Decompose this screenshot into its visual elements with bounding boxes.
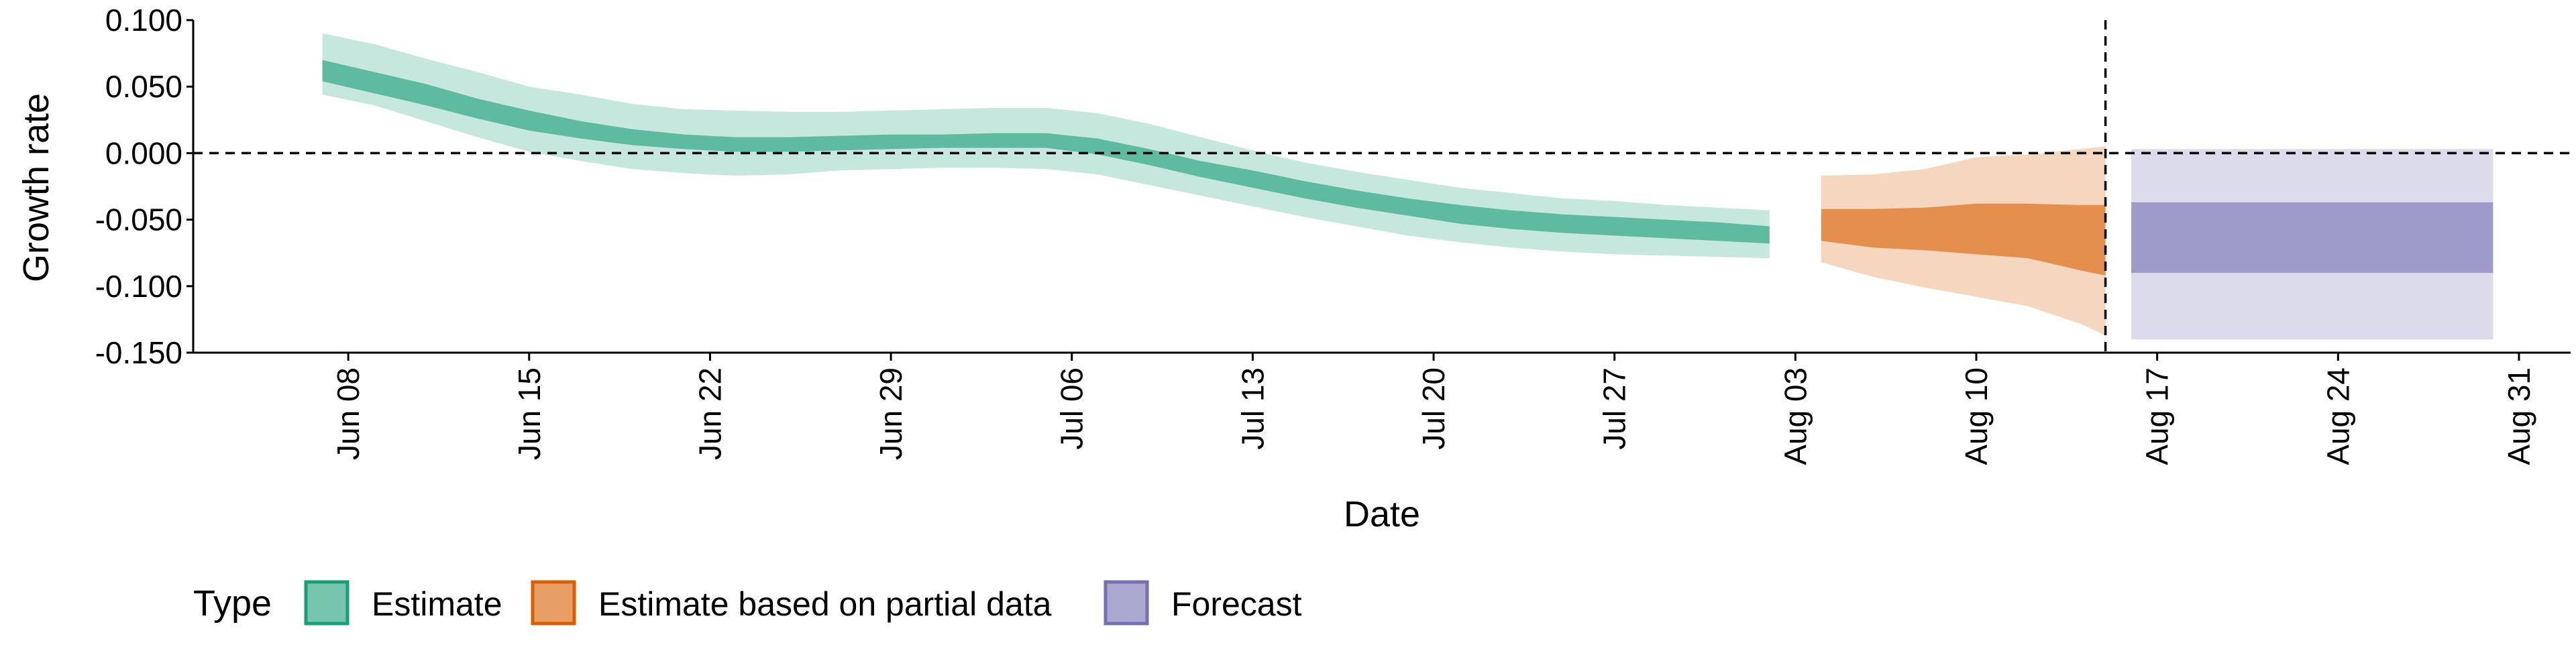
legend: Type Estimate Estimate based on partial d…	[193, 580, 1302, 626]
x-tick-label: Jul 20	[1416, 367, 1451, 450]
y-axis-title: Growth rate	[16, 93, 56, 282]
band-50-forecast	[2131, 202, 2493, 273]
y-tick-label: -0.050	[95, 202, 182, 237]
x-tick-label: Jun 22	[692, 367, 727, 460]
y-tick-label: 0.100	[105, 3, 182, 38]
x-tick-label: Aug 17	[2140, 367, 2175, 465]
x-tick-label: Jun 15	[512, 367, 547, 460]
x-tick-label: Aug 03	[1778, 367, 1813, 465]
y-ticks-layer: 0.100 0.050 0.000 -0.050 -0.100 -0.150	[95, 3, 193, 370]
y-tick-label: 0.000	[105, 135, 182, 170]
x-axis-title: Date	[1344, 494, 1420, 534]
y-tick-label: -0.150	[95, 335, 182, 370]
legend-item: Estimate	[304, 580, 502, 626]
band-50-estimate	[322, 60, 1770, 244]
legend-key	[304, 580, 350, 626]
legend-entries: Estimate Estimate based on partial data Fo…	[304, 580, 1302, 626]
bands-layer	[322, 33, 2493, 340]
x-ticks-layer: Jun 08 Jun 15 Jun 22 Jun 29 Jul 06 Jul 13 Jul …	[331, 353, 2536, 465]
band-50-estimate-based-on-partial-data	[1821, 203, 2106, 276]
legend-key	[1104, 580, 1149, 626]
x-tick-label: Jun 08	[331, 367, 366, 460]
y-tick-label: 0.050	[105, 69, 182, 104]
legend-label: Estimate based on partial data	[598, 585, 1052, 623]
legend-item: Estimate based on partial data	[531, 580, 1052, 626]
legend-label: Forecast	[1171, 585, 1302, 623]
legend-title: Type	[193, 583, 272, 624]
x-tick-label: Jul 27	[1597, 367, 1632, 450]
y-tick-label: -0.100	[95, 269, 182, 304]
x-tick-label: Aug 31	[2502, 367, 2536, 465]
axes-layer	[192, 20, 2571, 354]
x-tick-label: Jul 13	[1235, 367, 1270, 450]
x-tick-label: Jul 06	[1055, 367, 1089, 450]
x-tick-label: Jun 29	[873, 367, 908, 460]
legend-key	[531, 580, 576, 626]
legend-label: Estimate	[372, 585, 502, 623]
x-tick-label: Aug 10	[1959, 367, 1994, 465]
legend-item: Forecast	[1104, 580, 1302, 626]
x-tick-label: Aug 24	[2320, 367, 2355, 465]
reference-lines-layer	[193, 20, 2571, 353]
